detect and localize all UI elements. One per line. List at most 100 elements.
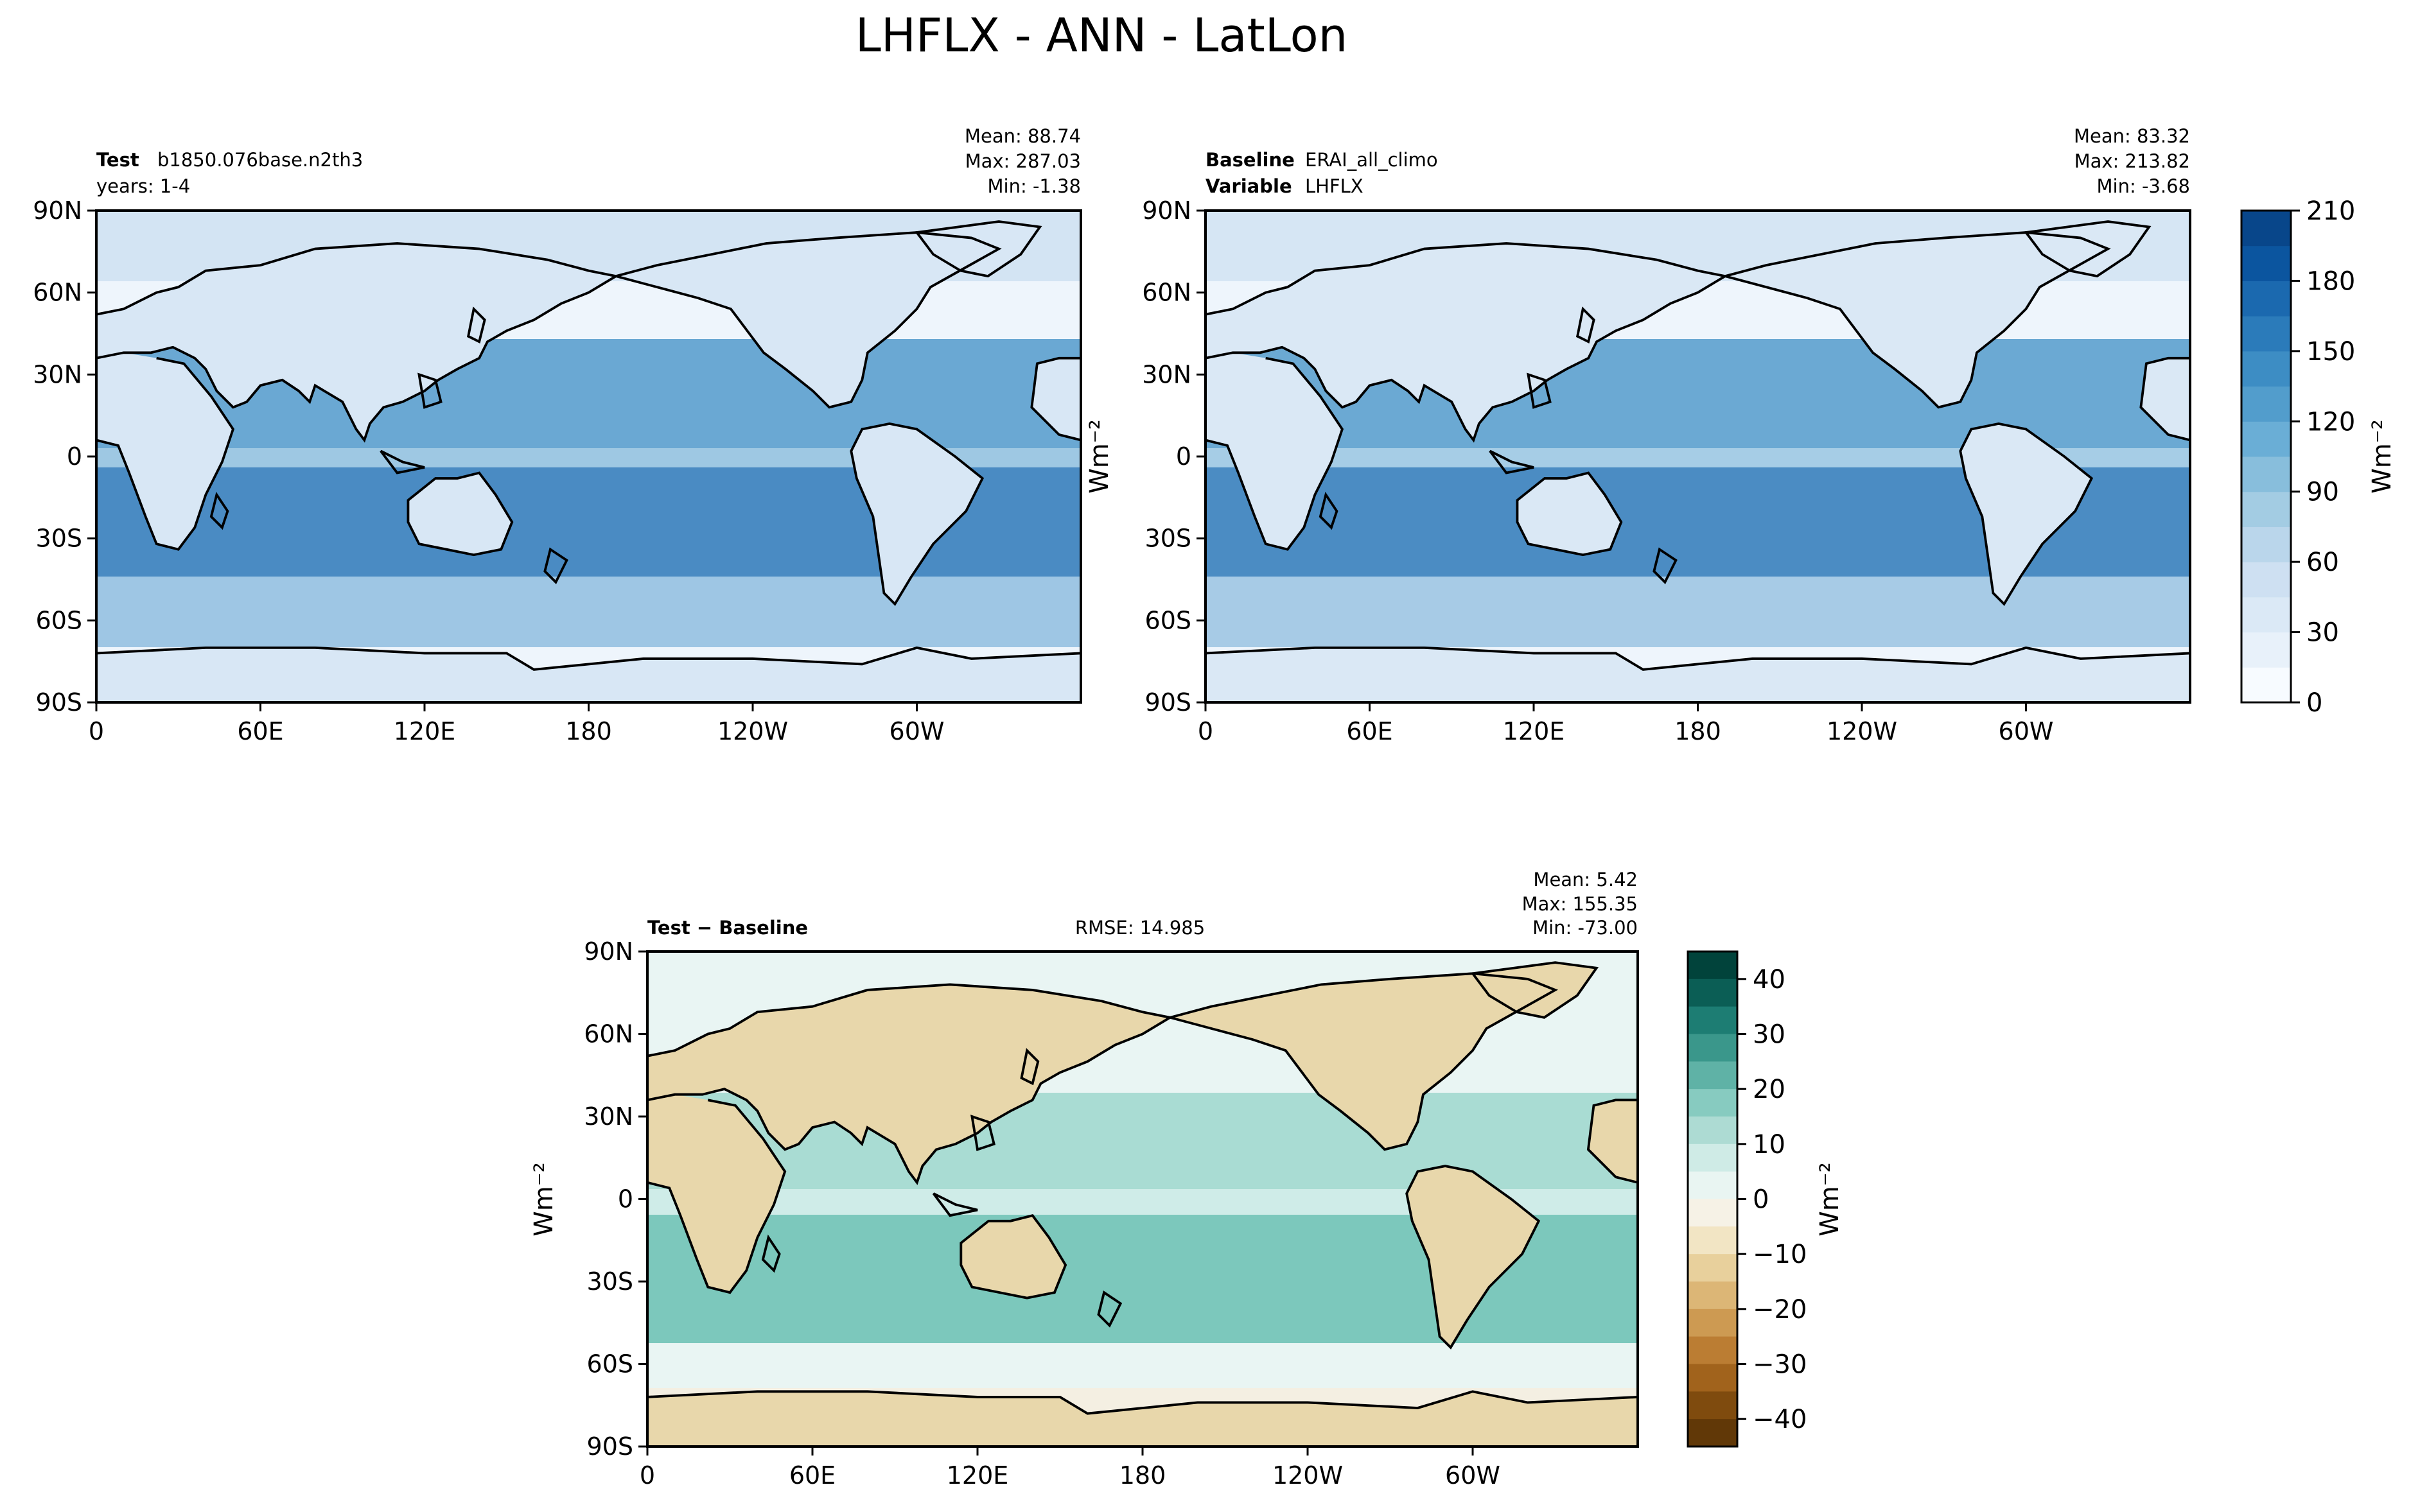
colorbar-tick-label: −20 xyxy=(1753,1295,1807,1325)
colorbar-swatch xyxy=(2241,351,2291,387)
baseline-map xyxy=(1204,209,2191,704)
figure-title: LHFLX - ANN - LatLon xyxy=(855,8,1348,62)
colorbar-blues-frame xyxy=(2240,209,2292,704)
xtick-label: 60W xyxy=(1445,1461,1500,1490)
panel-difference: Test − Baseline RMSE: 14.985 Mean: 5.42 … xyxy=(529,869,1639,1490)
test-years: years: 1-4 xyxy=(96,175,190,197)
colorbar-swatch xyxy=(2241,667,2291,703)
test-southern-ocean xyxy=(96,577,1081,647)
colorbar-swatch xyxy=(2241,526,2291,562)
difference-stat-mean: Mean: 5.42 xyxy=(1533,869,1638,891)
colorbar-swatch xyxy=(1688,1034,1737,1062)
colorbar-tick-label: 0 xyxy=(1753,1185,1769,1215)
ytick-label: 0 xyxy=(1176,442,1191,471)
ytick-label: 30S xyxy=(587,1267,633,1296)
difference-yticks: 90N 60N 30N 0 30S 60S 90S xyxy=(584,937,647,1461)
panel-test: Test b1850.076base.n2th3 years: 1-4 Mean… xyxy=(33,125,1082,745)
colorbar-swatch xyxy=(1688,952,1737,980)
colorbar-swatch xyxy=(1688,1226,1737,1255)
xtick-label: 0 xyxy=(1198,717,1213,745)
difference-map xyxy=(646,950,1639,1448)
colorbar-tick-label: −40 xyxy=(1753,1405,1807,1434)
colorbar-swatch xyxy=(1688,1282,1737,1310)
colorbar-swatch xyxy=(1688,1143,1737,1172)
xtick-label: 120E xyxy=(947,1461,1009,1490)
colorbar-tick-label: 0 xyxy=(2306,688,2322,718)
difference-label: Test − Baseline xyxy=(647,917,808,939)
ytick-label: 90N xyxy=(584,937,633,966)
difference-stat-min: Min: -73.00 xyxy=(1532,917,1638,939)
test-label-key: Test xyxy=(96,149,139,171)
colorbar-tick-label: 30 xyxy=(1753,1020,1785,1050)
ytick-label: 0 xyxy=(67,442,82,471)
difference-xticks: 0 60E 120E 180 120W 60W xyxy=(640,1447,1500,1490)
ytick-label: 30N xyxy=(1142,360,1191,388)
test-stat-mean: Mean: 88.74 xyxy=(965,125,1081,147)
test-xticks: 0 60E 120E 180 120W 60W xyxy=(89,702,944,745)
colorbar-tick-label: 120 xyxy=(2306,407,2355,437)
baseline-stat-mean: Mean: 83.32 xyxy=(2074,125,2190,147)
ytick-label: 60S xyxy=(1145,606,1191,634)
colorbar-swatch xyxy=(2241,281,2291,317)
xtick-label: 180 xyxy=(565,717,612,745)
ytick-label: 30N xyxy=(33,360,82,388)
colorbar-blues-label: Wm⁻² xyxy=(2367,419,2397,494)
difference-stat-max: Max: 155.35 xyxy=(1522,893,1638,915)
baseline-label-key: Baseline xyxy=(1206,149,1295,171)
colorbar-blues-ticks: 0 30 60 90 120 150 180 210 xyxy=(2291,196,2355,718)
colorbar-blues-swatches xyxy=(2241,211,2291,703)
ytick-label: 90N xyxy=(1142,196,1191,225)
test-map xyxy=(95,209,1082,704)
xtick-label: 0 xyxy=(640,1461,655,1490)
colorbar-swatch xyxy=(2241,316,2291,352)
ytick-label: 90S xyxy=(36,688,82,717)
colorbar-tick-label: −30 xyxy=(1753,1350,1807,1380)
colorbar-tick-label: 60 xyxy=(2306,548,2339,577)
xtick-label: 60E xyxy=(789,1461,836,1490)
xtick-label: 180 xyxy=(1674,717,1721,745)
test-yticks: 90N 60N 30N 0 30S 60S 90S xyxy=(33,196,96,717)
colorbar-swatch xyxy=(2241,211,2291,247)
colorbar-swatch xyxy=(1688,1391,1737,1420)
colorbar-swatch xyxy=(1688,978,1737,1007)
colorbar-tick-label: 30 xyxy=(2306,618,2339,648)
ytick-label: 0 xyxy=(618,1185,633,1213)
colorbar-swatch xyxy=(2241,632,2291,668)
colorbar-swatch xyxy=(2241,491,2291,527)
ytick-label: 60S xyxy=(36,606,82,634)
colorbar-tick-label: 10 xyxy=(1753,1130,1785,1160)
colorbar-tick-label: 210 xyxy=(2306,196,2355,226)
panel-baseline: Baseline ERAI_all_climo Variable LHFLX M… xyxy=(1085,125,2191,745)
colorbar-swatch xyxy=(1688,1117,1737,1145)
colorbar-tick-label: 40 xyxy=(1753,965,1785,995)
xtick-label: 180 xyxy=(1119,1461,1166,1490)
baseline-label-value: ERAI_all_climo xyxy=(1305,149,1438,171)
variable-label-value: LHFLX xyxy=(1305,175,1363,197)
colorbar-swatch xyxy=(1688,1199,1737,1227)
ytick-label: 60N xyxy=(584,1020,633,1048)
colorbar-swatch xyxy=(1688,1419,1737,1447)
colorbar-brbg-label: Wm⁻² xyxy=(1815,1162,1845,1237)
colorbar-swatch xyxy=(1688,1254,1737,1282)
baseline-xticks: 0 60E 120E 180 120W 60W xyxy=(1198,702,2054,745)
baseline-yticks: 90N 60N 30N 0 30S 60S 90S xyxy=(1142,196,1206,717)
xtick-label: 60W xyxy=(1999,717,2054,745)
xtick-label: 60E xyxy=(1346,717,1392,745)
xtick-label: 120W xyxy=(717,717,788,745)
xtick-label: 120W xyxy=(1272,1461,1343,1490)
colorbar-swatch xyxy=(2241,421,2291,457)
ytick-label: 90S xyxy=(587,1432,633,1461)
ytick-label: 60N xyxy=(33,279,82,307)
difference-rmse: RMSE: 14.985 xyxy=(1075,917,1205,939)
baseline-southern-ocean xyxy=(1206,577,2190,647)
colorbar-tick-label: 20 xyxy=(1753,1075,1785,1104)
xtick-label: 120E xyxy=(1503,717,1565,745)
test-ylabel: Wm⁻² xyxy=(1085,419,1114,494)
colorbar-swatch xyxy=(1688,1364,1737,1392)
colorbar-swatch xyxy=(2241,245,2291,281)
ytick-label: 30S xyxy=(1145,525,1191,553)
variable-label-key: Variable xyxy=(1206,175,1292,197)
test-stat-min: Min: -1.38 xyxy=(988,175,1081,197)
colorbar-tick-label: 90 xyxy=(2306,478,2339,507)
